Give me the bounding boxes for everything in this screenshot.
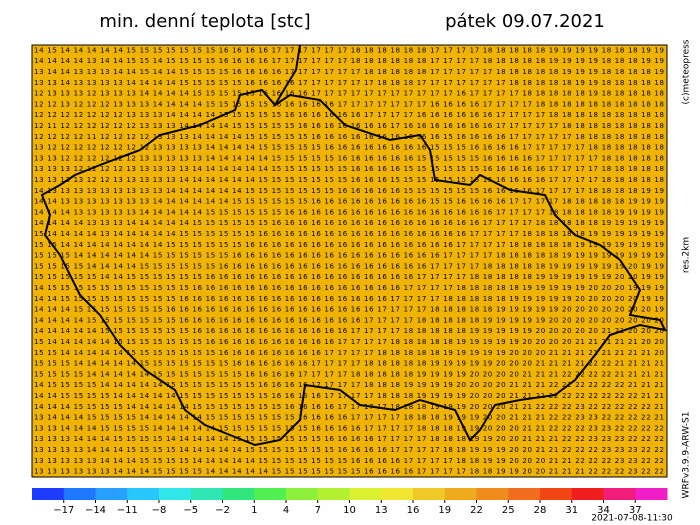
- grid-row: 15 15 14 14 14 14 14 14 14 14 15 15 15 1…: [34, 241, 664, 249]
- grid-row: 14 14 14 14 15 15 15 15 15 15 15 16 16 1…: [34, 316, 664, 324]
- grid-row: 14 15 15 15 15 14 14 14 14 14 15 15 15 1…: [34, 381, 664, 389]
- grid-row: 14 15 14 14 14 14 14 15 15 15 15 15 15 1…: [34, 46, 664, 54]
- grid-row: 14 14 14 13 13 13 13 13 14 14 14 14 14 1…: [34, 208, 664, 216]
- grid-row: 13 14 14 13 13 13 14 14 15 14 14 15 15 1…: [34, 68, 664, 76]
- grid-row: 13 12 12 12 12 12 12 12 12 13 13 13 13 1…: [34, 144, 664, 152]
- timestamp: 2021-07-08-11:30: [591, 514, 673, 524]
- colorbar-segment: [222, 488, 255, 500]
- colorbar-segment: [413, 488, 446, 500]
- grid-row: 14 14 14 15 15 15 15 14 14 14 14 14 15 1…: [34, 403, 664, 411]
- border-line: [274, 44, 301, 106]
- map-date: pátek 09.07.2021: [445, 11, 605, 32]
- grid-row: 13 13 13 13 12 12 13 13 13 13 13 14 14 1…: [34, 176, 664, 184]
- colorbar-tick-label: −11: [117, 505, 138, 516]
- map-area: [31, 44, 668, 478]
- grid-row: 15 15 15 14 14 14 14 14 15 15 15 15 15 1…: [34, 360, 664, 368]
- model: WRFv3.9.9-ARW-S1: [682, 412, 692, 499]
- grid-row: 15 14 14 14 14 13 14 14 14 14 14 15 15 1…: [34, 230, 664, 238]
- colorbar-tick-label: 13: [375, 505, 388, 516]
- grid-row: 14 14 14 14 14 15 15 15 15 15 15 15 16 1…: [34, 327, 664, 335]
- grid-row: 15 15 15 15 14 14 14 14 15 15 15 15 15 1…: [34, 262, 664, 270]
- grid-row: 15 15 15 15 15 14 14 15 15 15 15 15 15 1…: [34, 273, 664, 281]
- colorbar-segment: [381, 488, 414, 500]
- grid-row: 13 13 13 14 14 14 15 15 15 15 14 14 14 1…: [34, 435, 664, 443]
- colorbar-segment: [317, 488, 350, 500]
- colorbar-segment: [476, 488, 509, 500]
- colorbar: −17 −14 −11 −8 −5 −2 1 4 7 10 13 16 19 22 25 28 31 34 37: [32, 488, 668, 516]
- colorbar-segment: [349, 488, 382, 500]
- grid-row: 14 13 13 13 13 13 13 13 13 13 14 14 14 1…: [34, 187, 664, 195]
- colorbar-tick-label: 31: [565, 505, 578, 516]
- colorbar-tick-label: −14: [85, 505, 106, 516]
- colorbar-tick-label: 25: [502, 505, 515, 516]
- grid-row: 12 12 13 12 12 12 13 13 13 14 14 14 14 1…: [34, 100, 664, 108]
- grid-row: 12 13 13 13 12 13 13 13 14 14 14 14 15 1…: [34, 90, 664, 98]
- colorbar-tick-label: 22: [470, 505, 483, 516]
- grid-row: 14 14 14 14 13 14 14 15 15 14 15 15 15 1…: [34, 57, 664, 65]
- colorbar-segment: [540, 488, 573, 500]
- resolution: res.2km: [682, 237, 692, 273]
- colorbar-segment: [508, 488, 541, 500]
- grid-row: 15 15 14 14 14 14 14 15 15 15 15 15 15 1…: [34, 349, 664, 357]
- colorbar-segment: [63, 488, 96, 500]
- grid-row: 14 14 14 14 13 13 13 14 14 14 14 14 15 1…: [34, 219, 664, 227]
- grid-row: 15 14 14 14 14 14 15 15 15 15 15 15 15 1…: [34, 338, 664, 346]
- colorbar-tick-label: 1: [251, 505, 257, 516]
- colorbar-segment: [444, 488, 477, 500]
- colorbar-tick-label: 34: [597, 505, 610, 516]
- grid-row: 12 12 12 12 11 12 12 12 12 13 13 13 14 1…: [34, 133, 664, 141]
- grid-row: 13 13 13 12 12 12 12 13 13 13 13 13 14 1…: [34, 165, 664, 173]
- colorbar-segment: [286, 488, 319, 500]
- colorbar-tick-label: −5: [183, 505, 198, 516]
- colorbar-tick-label: 16: [407, 505, 420, 516]
- colorbar-segment: [254, 488, 287, 500]
- map-title: min. denní teplota [stc]: [99, 11, 310, 32]
- grid-row: 15 15 15 14 14 14 14 14 14 15 15 15 15 1…: [34, 252, 664, 260]
- colorbar-tick-label: −17: [53, 505, 74, 516]
- colorbar-tick-label: 37: [629, 505, 642, 516]
- colorbar-segment: [159, 488, 192, 500]
- grid-row: 12 12 12 12 12 12 12 13 13 13 14 14 14 1…: [34, 111, 664, 119]
- colorbar-tick-label: 4: [283, 505, 289, 516]
- grid-row: 15 15 15 15 14 14 14 14 14 15 15 15 15 1…: [34, 370, 664, 378]
- grid-row: 13 14 14 14 15 15 15 15 14 14 14 14 14 1…: [34, 414, 664, 422]
- colorbar-segment: [635, 488, 668, 500]
- grid-row: 14 14 15 15 15 15 15 15 15 15 15 16 16 1…: [34, 295, 664, 303]
- colorbar-segment: [95, 488, 128, 500]
- grid-row: 14 14 13 13 13 13 13 13 13 14 14 14 14 1…: [34, 198, 664, 206]
- colorbar-segment: [32, 488, 65, 500]
- colorbar-tick-label: 28: [534, 505, 547, 516]
- colorbar-segment: [127, 488, 160, 500]
- colorbar-segment: [603, 488, 636, 500]
- grid-row: 13 13 13 13 13 14 14 14 15 15 15 15 14 1…: [34, 457, 664, 465]
- colorbar-tick-label: −2: [215, 505, 230, 516]
- grid-row: 13 13 13 13 14 14 14 15 15 15 15 14 14 1…: [34, 446, 664, 454]
- grid-row: 13 13 12 12 12 12 12 12 13 13 13 13 13 1…: [34, 154, 664, 162]
- colorbar-tick-label: −8: [152, 505, 167, 516]
- value-grid: 14 15 14 14 14 14 14 15 15 15 15 15 15 1…: [34, 46, 664, 475]
- copyright: (c)meteopress: [682, 39, 692, 104]
- colorbar-segment: [190, 488, 223, 500]
- grid-row: 13 13 14 13 13 13 13 14 14 14 14 15 15 1…: [34, 79, 664, 87]
- colorbar-segment: [571, 488, 604, 500]
- grid-row: 14 15 15 15 15 15 15 15 15 15 15 15 16 1…: [34, 284, 664, 292]
- grid-row: 13 13 13 13 13 13 14 14 14 15 15 15 15 1…: [34, 468, 664, 476]
- colorbar-tick-label: 10: [343, 505, 356, 516]
- grid-row: 13 13 14 14 14 15 15 15 15 14 14 14 14 1…: [34, 424, 664, 432]
- colorbar-tick-label: 7: [315, 505, 321, 516]
- grid-row: 14 14 14 15 15 15 15 15 15 15 16 16 16 1…: [34, 306, 664, 314]
- colorbar-tick-label: 19: [438, 505, 451, 516]
